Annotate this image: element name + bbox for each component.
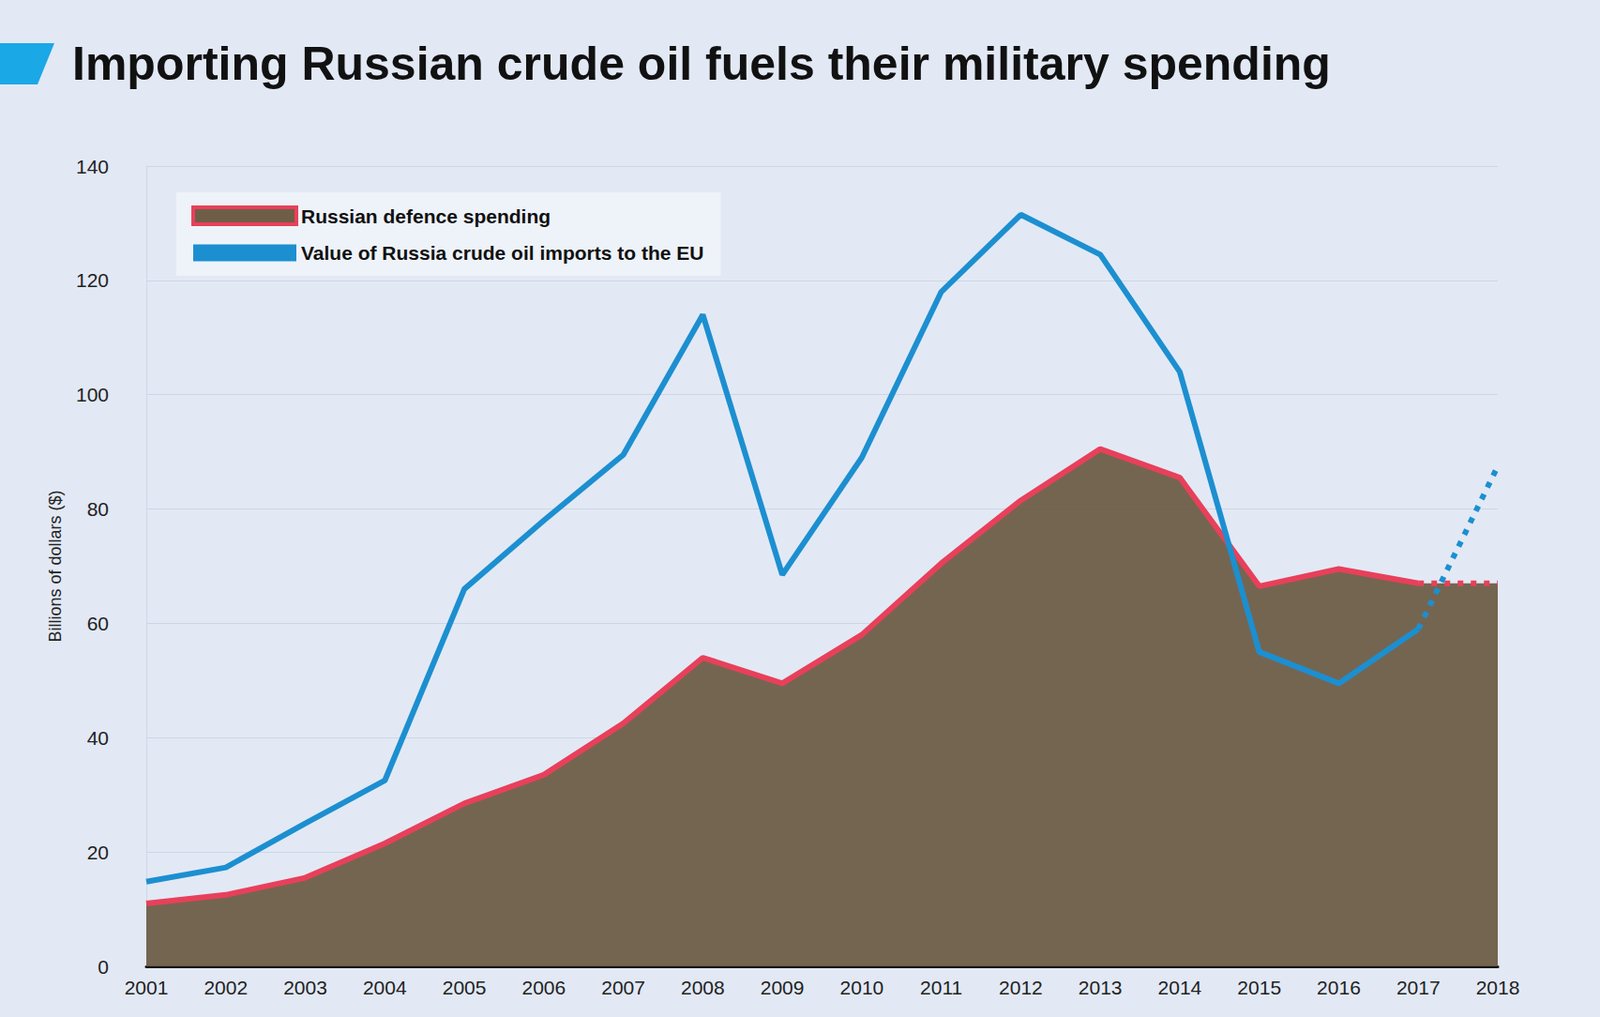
svg-text:Billions of dollars ($): Billions of dollars ($) (45, 489, 65, 642)
svg-text:0: 0 (97, 955, 109, 978)
svg-text:2011: 2011 (920, 976, 963, 998)
svg-text:140: 140 (75, 155, 109, 178)
svg-text:2005: 2005 (442, 976, 487, 998)
svg-text:2018: 2018 (1476, 976, 1521, 998)
svg-text:2015: 2015 (1237, 976, 1282, 998)
svg-text:80: 80 (87, 498, 109, 520)
svg-text:2013: 2013 (1078, 976, 1123, 998)
svg-text:2004: 2004 (362, 976, 408, 998)
svg-text:40: 40 (87, 726, 109, 749)
svg-text:100: 100 (75, 383, 109, 406)
svg-text:2010: 2010 (840, 976, 885, 998)
svg-text:2012: 2012 (998, 976, 1043, 998)
svg-text:2003: 2003 (283, 976, 328, 998)
svg-text:Value of Russia crude oil impo: Value of Russia crude oil imports to the… (301, 241, 704, 264)
svg-text:20: 20 (87, 841, 109, 863)
svg-text:2008: 2008 (680, 976, 725, 998)
svg-text:120: 120 (75, 269, 109, 291)
svg-text:2006: 2006 (521, 976, 566, 998)
svg-text:2017: 2017 (1396, 976, 1441, 998)
svg-text:2016: 2016 (1316, 976, 1361, 998)
svg-text:2009: 2009 (760, 976, 805, 998)
svg-text:2001: 2001 (124, 976, 169, 998)
svg-text:2002: 2002 (203, 976, 248, 998)
svg-text:Russian defence spending: Russian defence spending (301, 205, 551, 227)
svg-text:2014: 2014 (1158, 976, 1203, 998)
svg-text:Importing Russian crude oil fu: Importing Russian crude oil fuels their … (72, 37, 1331, 91)
svg-text:2007: 2007 (601, 976, 646, 998)
svg-text:60: 60 (87, 612, 109, 634)
